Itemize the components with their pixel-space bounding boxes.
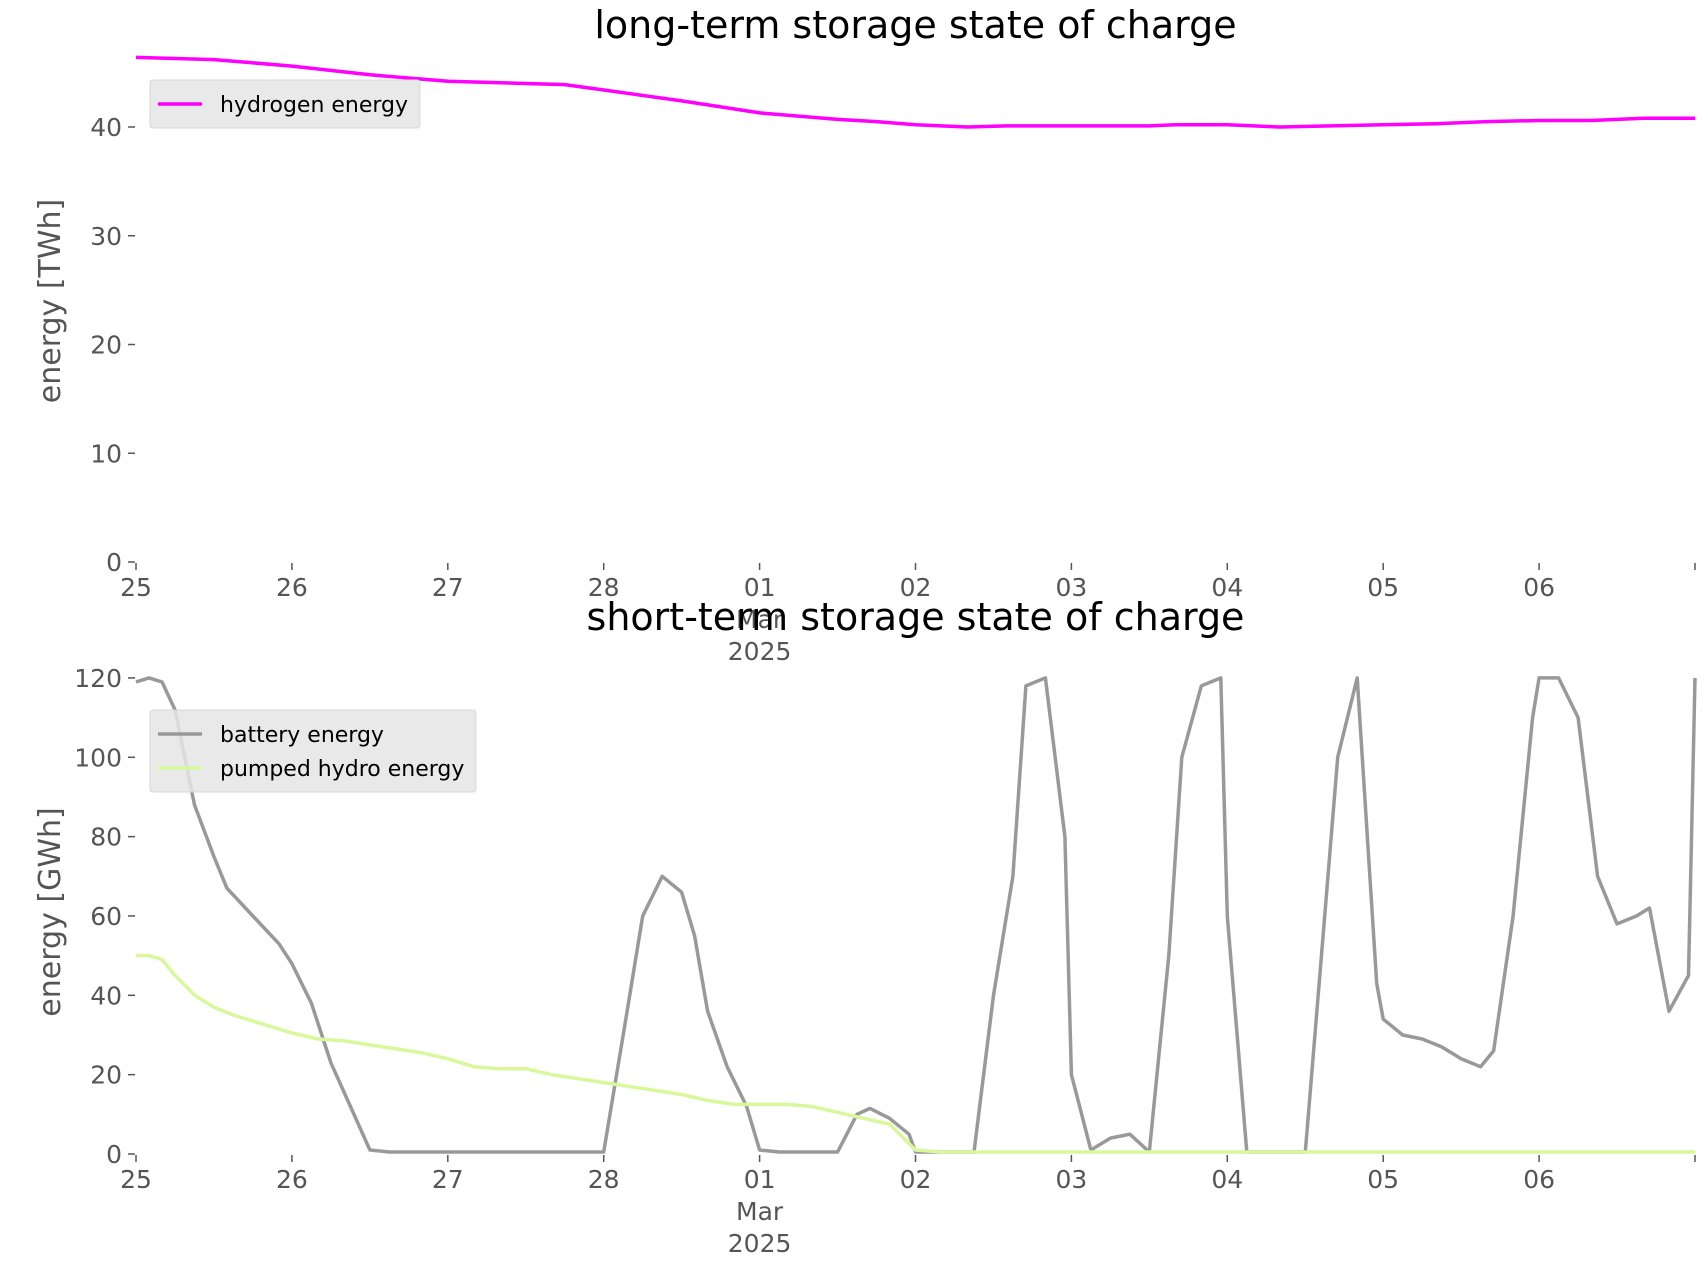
series-line-hydrogen-energy <box>135 55 1695 129</box>
legend-label: pumped hydro energy <box>220 757 464 782</box>
y-tick-label: 60 <box>90 902 122 931</box>
x-tick-label: 02 <box>900 573 932 602</box>
chart-title: long-term storage state of charge <box>594 3 1236 47</box>
y-tick-label: 40 <box>90 113 122 142</box>
chart-title: short-term storage state of charge <box>587 595 1245 639</box>
legend-label: hydrogen energy <box>220 93 408 118</box>
x-tick-label: 28 <box>588 1165 620 1194</box>
y-tick-label: 120 <box>74 664 122 693</box>
x-tick-label: 03 <box>1055 573 1087 602</box>
x-tick-label: 25 <box>120 1165 152 1194</box>
x-tick-label: 01 <box>744 1165 776 1194</box>
x-tick-label: 26 <box>276 573 308 602</box>
x-tick-label: 27 <box>432 1165 464 1194</box>
x-tick-label: 02 <box>900 1165 932 1194</box>
y-tick-label: 40 <box>90 981 122 1010</box>
legend-box <box>149 709 477 793</box>
x-tick-month-label: Mar <box>736 1197 784 1226</box>
y-tick-label: 20 <box>90 331 122 360</box>
y-tick-label: 10 <box>90 439 122 468</box>
y-tick-label: 0 <box>106 1140 122 1169</box>
legend-box <box>149 79 421 129</box>
x-tick-year-label: 2025 <box>728 637 792 666</box>
x-tick-label: 01 <box>744 573 776 602</box>
y-tick-label: 0 <box>106 548 122 577</box>
y-tick-label: 80 <box>90 823 122 852</box>
x-tick-label: 06 <box>1523 573 1555 602</box>
y-tick-label: 20 <box>90 1061 122 1090</box>
series-line-pumped-hydro-energy <box>136 953 1695 1154</box>
x-tick-label: 06 <box>1523 1165 1555 1194</box>
x-tick-label: 26 <box>276 1165 308 1194</box>
y-axis-label: energy [GWh] <box>33 807 68 1016</box>
y-tick-label: 30 <box>90 222 122 251</box>
x-tick-label: 03 <box>1055 1165 1087 1194</box>
short-term-chart: short-term storage state of charge energy… <box>33 595 1697 1258</box>
x-tick-label: 28 <box>588 573 620 602</box>
x-tick-label: 25 <box>120 573 152 602</box>
x-tick-label: 05 <box>1367 573 1399 602</box>
y-axis-label: energy [TWh] <box>33 199 68 403</box>
y-tick-label: 100 <box>74 743 122 772</box>
long-term-chart: long-term storage state of charge energy … <box>33 3 1696 666</box>
x-tick-label: 27 <box>432 573 464 602</box>
x-tick-month-label: Mar <box>736 605 784 634</box>
x-tick-label: 04 <box>1211 1165 1243 1194</box>
x-tick-year-label: 2025 <box>728 1229 792 1258</box>
x-tick-label: 04 <box>1211 573 1243 602</box>
legend-label: battery energy <box>220 723 384 748</box>
x-tick-label: 05 <box>1367 1165 1399 1194</box>
